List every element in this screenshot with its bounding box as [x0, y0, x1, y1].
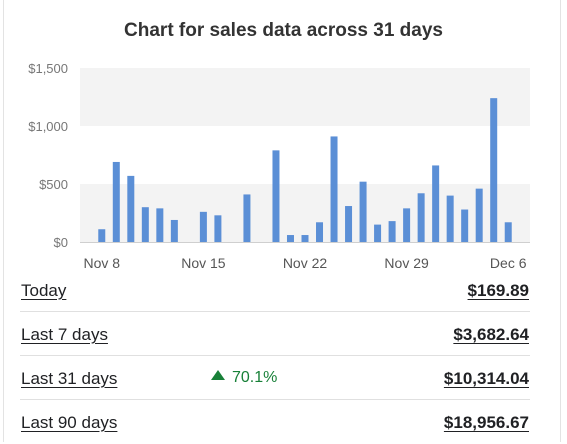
chart-bar: [272, 150, 280, 242]
chart-bar: [141, 207, 149, 242]
stat-value-last-31-days[interactable]: $10,314.04: [443, 369, 529, 388]
chart-bar: [490, 98, 498, 242]
chart-bar: [504, 222, 512, 242]
chart-bar: [243, 194, 251, 242]
x-tick-label: Nov 15: [181, 255, 226, 271]
stat-value-today[interactable]: $169.89: [467, 281, 529, 300]
stat-label-last-90-days[interactable]: Last 90 days: [21, 413, 118, 432]
chart-bar: [112, 161, 120, 242]
chart-bar: [156, 208, 164, 242]
y-tick-label: $1,500: [28, 61, 68, 76]
chart-bar: [199, 211, 207, 242]
stat-change-last-31-days: 70.1%: [211, 369, 277, 387]
sales-stats: Today $169.89 Last 7 days $3,682.64 Last…: [20, 268, 530, 444]
stat-label-today[interactable]: Today: [21, 281, 67, 300]
sales-chart: $0 $500 $1,000 $1,500 Nov 8 Nov 15 Nov 22 Nov 2…: [28, 61, 530, 271]
x-tick-label: Nov 8: [83, 255, 120, 271]
stat-value-last-90-days[interactable]: $18,956.67: [443, 413, 529, 432]
chart-bar: [214, 215, 222, 242]
chart-bar: [403, 208, 411, 242]
stat-row-last-90-days: Last 90 days $18,956.67: [20, 400, 530, 444]
chart-bar: [301, 235, 309, 242]
chart-band: [80, 68, 530, 126]
chart-title: Chart for sales data across 31 days: [124, 20, 443, 41]
chart-bar: [345, 206, 353, 242]
stat-row-last-7-days: Last 7 days $3,682.64: [20, 312, 530, 356]
stat-label-last-7-days[interactable]: Last 7 days: [21, 325, 108, 344]
chart-bar: [446, 195, 454, 242]
chart-bar: [461, 209, 469, 242]
chart-bar: [374, 224, 382, 242]
stat-label-last-31-days[interactable]: Last 31 days: [21, 369, 118, 388]
triangle-up-icon: [211, 370, 225, 380]
chart-bar: [417, 193, 425, 242]
chart-bar: [286, 235, 294, 242]
stat-row-today: Today $169.89: [20, 268, 530, 312]
chart-bar: [330, 136, 338, 242]
sales-card: [3, 0, 561, 442]
stat-change-value: 70.1%: [232, 369, 278, 386]
stat-value-last-7-days[interactable]: $3,682.64: [453, 325, 529, 344]
chart-bar: [432, 165, 440, 242]
chart-bar: [316, 222, 324, 242]
chart-bar: [98, 229, 106, 242]
stat-row-last-31-days: Last 31 days 70.1% $10,314.04: [20, 356, 530, 400]
chart-band: [80, 184, 530, 242]
chart-bar: [359, 181, 367, 242]
y-tick-label: $1,000: [28, 119, 68, 134]
y-tick-label: $500: [39, 177, 68, 192]
chart-bar: [388, 221, 396, 242]
chart-bar: [475, 188, 483, 242]
chart-bar: [170, 219, 178, 242]
y-tick-label: $0: [54, 235, 68, 250]
x-tick-label: Dec 6: [490, 255, 527, 271]
chart-bar: [127, 175, 135, 242]
x-tick-label: Nov 22: [283, 255, 328, 271]
x-tick-label: Nov 29: [384, 255, 429, 271]
